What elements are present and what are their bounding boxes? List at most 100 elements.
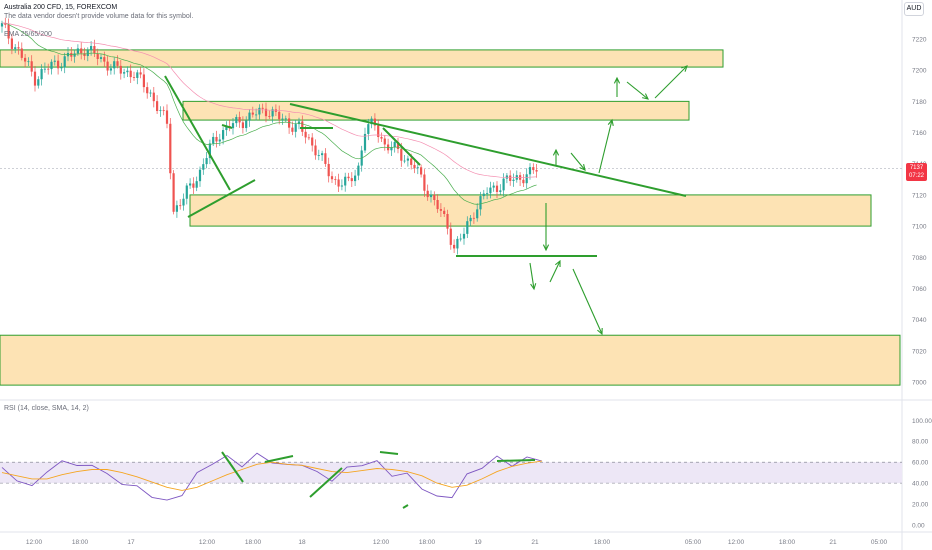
rsi-axis-label: 60.00 xyxy=(912,460,929,467)
trend-drawing[interactable] xyxy=(164,75,231,191)
ema-65-line xyxy=(2,22,537,178)
candle-body xyxy=(235,117,238,124)
candle-body xyxy=(60,67,63,69)
candle-body xyxy=(502,178,505,191)
candle-body xyxy=(370,118,373,125)
candle-body xyxy=(198,169,202,182)
price-axis-label: 7160 xyxy=(912,130,927,137)
projection-arrow[interactable] xyxy=(549,260,561,283)
supply-demand-zone[interactable] xyxy=(0,334,901,386)
rsi-drawing[interactable] xyxy=(496,459,536,462)
rsi-drawing[interactable] xyxy=(379,451,399,455)
candle-body xyxy=(53,60,56,62)
supply-demand-zone[interactable] xyxy=(182,100,690,121)
candle-body xyxy=(469,217,472,222)
time-axis-label: 18:00 xyxy=(72,539,89,546)
projection-arrow[interactable] xyxy=(529,262,535,290)
candle-body xyxy=(43,68,46,70)
candle-body xyxy=(439,209,442,211)
supply-demand-zone[interactable] xyxy=(0,49,724,68)
candle-body xyxy=(185,185,188,199)
time-axis-label: 21 xyxy=(531,539,539,546)
currency-badge[interactable]: AUD xyxy=(904,2,924,16)
candle-body xyxy=(231,123,235,129)
candle-body xyxy=(172,173,175,212)
candle-body xyxy=(453,244,456,249)
candle-body xyxy=(509,175,512,181)
projection-arrow[interactable] xyxy=(598,119,613,174)
candle-body xyxy=(377,125,380,138)
candle-body xyxy=(222,130,225,140)
candle-body xyxy=(284,118,287,120)
candle-body xyxy=(489,187,492,194)
price-axis-label: 7120 xyxy=(912,192,927,199)
candle-body xyxy=(433,194,436,200)
candle-body xyxy=(446,213,449,229)
candle-body xyxy=(486,193,489,195)
rsi-drawing[interactable] xyxy=(402,504,409,509)
candle-body xyxy=(337,179,340,187)
candle-body xyxy=(327,163,330,177)
candle-body xyxy=(182,198,185,206)
supply-demand-zone[interactable] xyxy=(189,194,872,227)
rsi-drawing[interactable] xyxy=(264,455,294,463)
candle-body xyxy=(10,38,13,49)
candle-body xyxy=(420,167,423,175)
bar-countdown: 07:22 xyxy=(908,173,924,179)
rsi-axis-label: 40.00 xyxy=(912,481,929,488)
rsi-axis-label: 20.00 xyxy=(912,502,929,509)
price-axis-label: 7040 xyxy=(912,317,927,324)
candle-body xyxy=(152,92,155,102)
candle-body xyxy=(396,141,400,150)
projection-arrow[interactable] xyxy=(570,152,586,171)
time-axis-label: 12:00 xyxy=(199,539,216,546)
candle-body xyxy=(50,61,53,70)
vendor-note: The data vendor doesn't provide volume d… xyxy=(4,13,194,20)
descending-trendline[interactable] xyxy=(289,103,687,197)
candle-body xyxy=(436,199,439,210)
arrow-head xyxy=(552,148,560,156)
candle-body xyxy=(532,167,535,171)
candle-body xyxy=(268,116,271,117)
candle-body xyxy=(132,77,136,78)
price-axis-label: 7100 xyxy=(912,224,927,231)
arrow-head xyxy=(642,93,649,100)
trend-drawing[interactable] xyxy=(187,179,256,218)
candle-body xyxy=(93,46,96,54)
arrow-head xyxy=(554,259,561,268)
arrow-head xyxy=(579,164,586,171)
rsi-axis-label: 80.00 xyxy=(912,439,929,446)
arrow-head xyxy=(607,118,614,126)
candle-body xyxy=(139,72,142,75)
candle-body xyxy=(215,136,218,142)
candle-body xyxy=(47,68,50,70)
time-axis-label: 12:00 xyxy=(373,539,390,546)
candle-body xyxy=(245,120,248,129)
rsi-drawing[interactable] xyxy=(221,451,244,483)
rsi-line xyxy=(1,452,543,501)
candle-body xyxy=(202,164,205,170)
candle-body xyxy=(443,210,446,214)
candle-body xyxy=(304,131,307,138)
candle-body xyxy=(466,221,469,234)
candle-body xyxy=(499,190,502,192)
trend-drawing[interactable] xyxy=(221,124,233,129)
rsi-axis-label: 100.00 xyxy=(912,418,932,425)
rsi-axis-label: 0.00 xyxy=(912,523,925,530)
candle-body xyxy=(90,46,93,51)
candle-body xyxy=(27,61,30,63)
candle-body xyxy=(476,209,479,219)
projection-arrow[interactable] xyxy=(572,268,603,335)
projection-arrow[interactable] xyxy=(626,81,649,100)
time-axis-label: 05:00 xyxy=(871,539,888,546)
projection-arrow[interactable] xyxy=(654,65,688,99)
candle-body xyxy=(426,190,429,198)
rsi-drawing[interactable] xyxy=(309,467,343,498)
time-axis-label: 18:00 xyxy=(779,539,796,546)
candle-body xyxy=(347,176,350,179)
time-axis-label: 05:00 xyxy=(685,539,702,546)
candle-body xyxy=(334,179,337,181)
trend-drawing[interactable] xyxy=(382,127,421,166)
candle-body xyxy=(57,60,60,69)
